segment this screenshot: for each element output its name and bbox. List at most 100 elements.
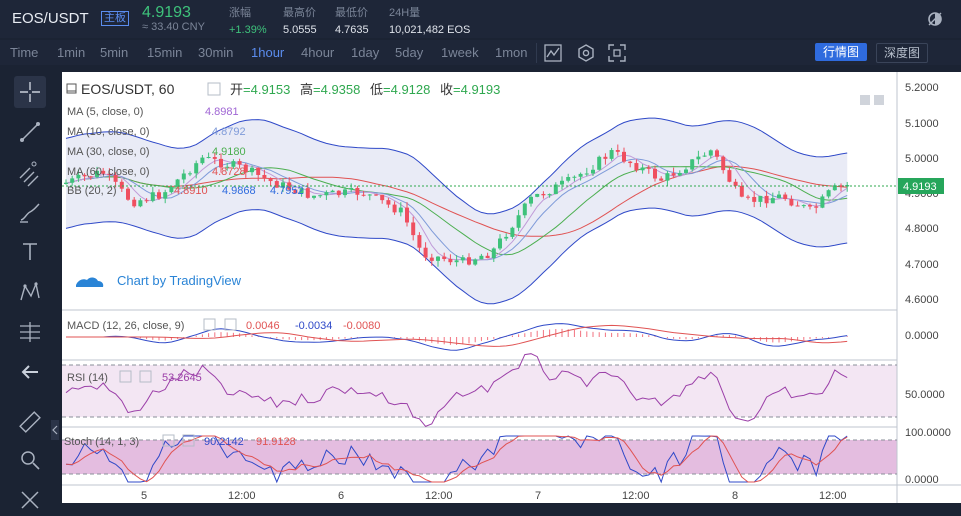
candle-body	[64, 182, 68, 184]
depth-view-button[interactable]: 深度图	[876, 43, 928, 63]
chart-type-icon[interactable]	[543, 43, 563, 63]
collapse-legend-icon[interactable]	[66, 83, 77, 94]
zoom-icon[interactable]	[14, 444, 46, 476]
collapse-handle-icon[interactable]	[51, 420, 59, 440]
chart-view-button[interactable]: 行情图	[815, 43, 867, 61]
ma10-label: MA (10, close, 0)	[67, 126, 150, 138]
bb-mid-value: 4.8910	[174, 185, 208, 197]
candle-body	[584, 173, 589, 175]
macd-settings-icon[interactable]	[203, 318, 216, 331]
indicator-legend: MA (5, close, 0) 4.8981 MA (10, close, 0…	[67, 106, 304, 197]
candle-body	[150, 192, 155, 201]
candle-body	[572, 176, 577, 178]
candle-body	[671, 173, 676, 176]
bb-band-fill	[66, 118, 848, 304]
candle-body	[126, 188, 130, 200]
stoch-d-line	[65, 435, 848, 483]
candle-body	[839, 185, 843, 187]
tf-1week[interactable]: 1week	[441, 45, 479, 60]
text-tool-icon[interactable]	[14, 236, 46, 268]
candles	[64, 144, 850, 267]
measure-tool-icon[interactable]	[14, 316, 46, 348]
stat-change: 涨幅 +1.39%	[229, 7, 267, 36]
tf-5min[interactable]: 5min	[100, 45, 129, 60]
candle-body	[423, 247, 428, 258]
stoch-label: Stoch (14, 1, 3)	[64, 436, 139, 448]
candle-body	[560, 180, 564, 185]
brush-icon[interactable]	[14, 196, 46, 228]
candle-body	[219, 158, 223, 168]
tf-30min[interactable]: 30min	[198, 45, 234, 60]
rsi-band	[62, 365, 897, 417]
time-tick: 8	[732, 490, 738, 502]
candle-body	[194, 163, 199, 174]
candle-body	[721, 156, 726, 171]
candle-body	[615, 150, 620, 152]
candle-body	[522, 203, 527, 216]
magnet-icon[interactable]	[14, 484, 46, 516]
candle-body	[473, 259, 478, 265]
pane-down-icon[interactable]	[860, 95, 870, 105]
candle-body	[392, 204, 397, 213]
time-tick: 5	[141, 490, 147, 502]
candle-body	[169, 187, 174, 193]
candle-body	[777, 194, 781, 199]
candle-body	[597, 156, 602, 170]
macd-close-icon[interactable]	[224, 318, 237, 331]
tf-1hour[interactable]: 1hour	[251, 45, 285, 60]
tf-1mon[interactable]: 1mon	[495, 45, 528, 60]
ruler-icon[interactable]	[14, 406, 46, 438]
pane-maximize-icon[interactable]	[874, 95, 884, 105]
macd-signal-value: -0.0034	[295, 320, 332, 332]
fullscreen-icon[interactable]	[607, 43, 627, 63]
macd-hist-value: -0.0080	[343, 320, 380, 332]
candle-body	[547, 194, 552, 196]
rsi-label: RSI (14)	[67, 372, 108, 384]
candle-body	[746, 196, 750, 198]
bb-upper-value: 4.9868	[222, 185, 256, 197]
candle-body	[163, 192, 168, 199]
crosshair-icon[interactable]	[14, 76, 46, 108]
price-axis: 5.2000 5.1000 5.0000 4.9000 4.8000 4.700…	[905, 82, 951, 486]
pair-name[interactable]: EOS/USDT	[12, 10, 89, 27]
price-tick: 5.0000	[905, 153, 939, 165]
trend-line-icon[interactable]	[14, 116, 46, 148]
time-tick: 12:00	[622, 490, 650, 502]
time-tick: 12:00	[228, 490, 256, 502]
candle-body	[318, 195, 323, 197]
tf-1min[interactable]: 1min	[57, 45, 86, 60]
candle-body	[491, 248, 496, 259]
candle-body	[498, 238, 502, 249]
candle-body	[132, 199, 137, 207]
tf-1day[interactable]: 1day	[351, 45, 380, 60]
candle-body	[727, 170, 732, 182]
candle-body	[566, 176, 571, 181]
candle-body	[752, 196, 757, 202]
macd-line	[66, 323, 848, 351]
ma5-value: 4.8981	[205, 106, 239, 118]
rsi-settings-icon[interactable]	[119, 370, 132, 383]
symbol-settings-icon[interactable]	[207, 82, 221, 96]
back-arrow-icon[interactable]	[14, 356, 46, 388]
theme-toggle-icon[interactable]	[926, 10, 944, 28]
candle-body	[646, 167, 651, 169]
stat-low: 最低价 4.7635	[335, 7, 369, 36]
candle-body	[305, 188, 310, 198]
svg-text:Chart by TradingView: Chart by TradingView	[117, 273, 242, 288]
stoch-close-icon[interactable]	[182, 434, 195, 447]
chart-area[interactable]: EOS/USDT, 60 开=4.9153 高=4.9358 低=4.9128 …	[62, 72, 961, 503]
tradingview-watermark[interactable]: Chart by TradingView	[76, 273, 242, 288]
candle-body	[609, 150, 614, 159]
chart-svg[interactable]: EOS/USDT, 60 开=4.9153 高=4.9358 低=4.9128 …	[62, 72, 961, 503]
rsi-close-icon[interactable]	[139, 370, 152, 383]
fib-tool-icon[interactable]	[14, 156, 46, 188]
settings-icon[interactable]	[576, 43, 596, 63]
tf-5day[interactable]: 5day	[395, 45, 424, 60]
tf-15min[interactable]: 15min	[147, 45, 183, 60]
stoch-settings-icon[interactable]	[162, 434, 175, 447]
candle-body	[76, 174, 81, 179]
candle-body	[485, 255, 490, 259]
tf-time[interactable]: Time	[10, 45, 39, 60]
tf-4hour[interactable]: 4hour	[301, 45, 335, 60]
pattern-tool-icon[interactable]	[14, 276, 46, 308]
